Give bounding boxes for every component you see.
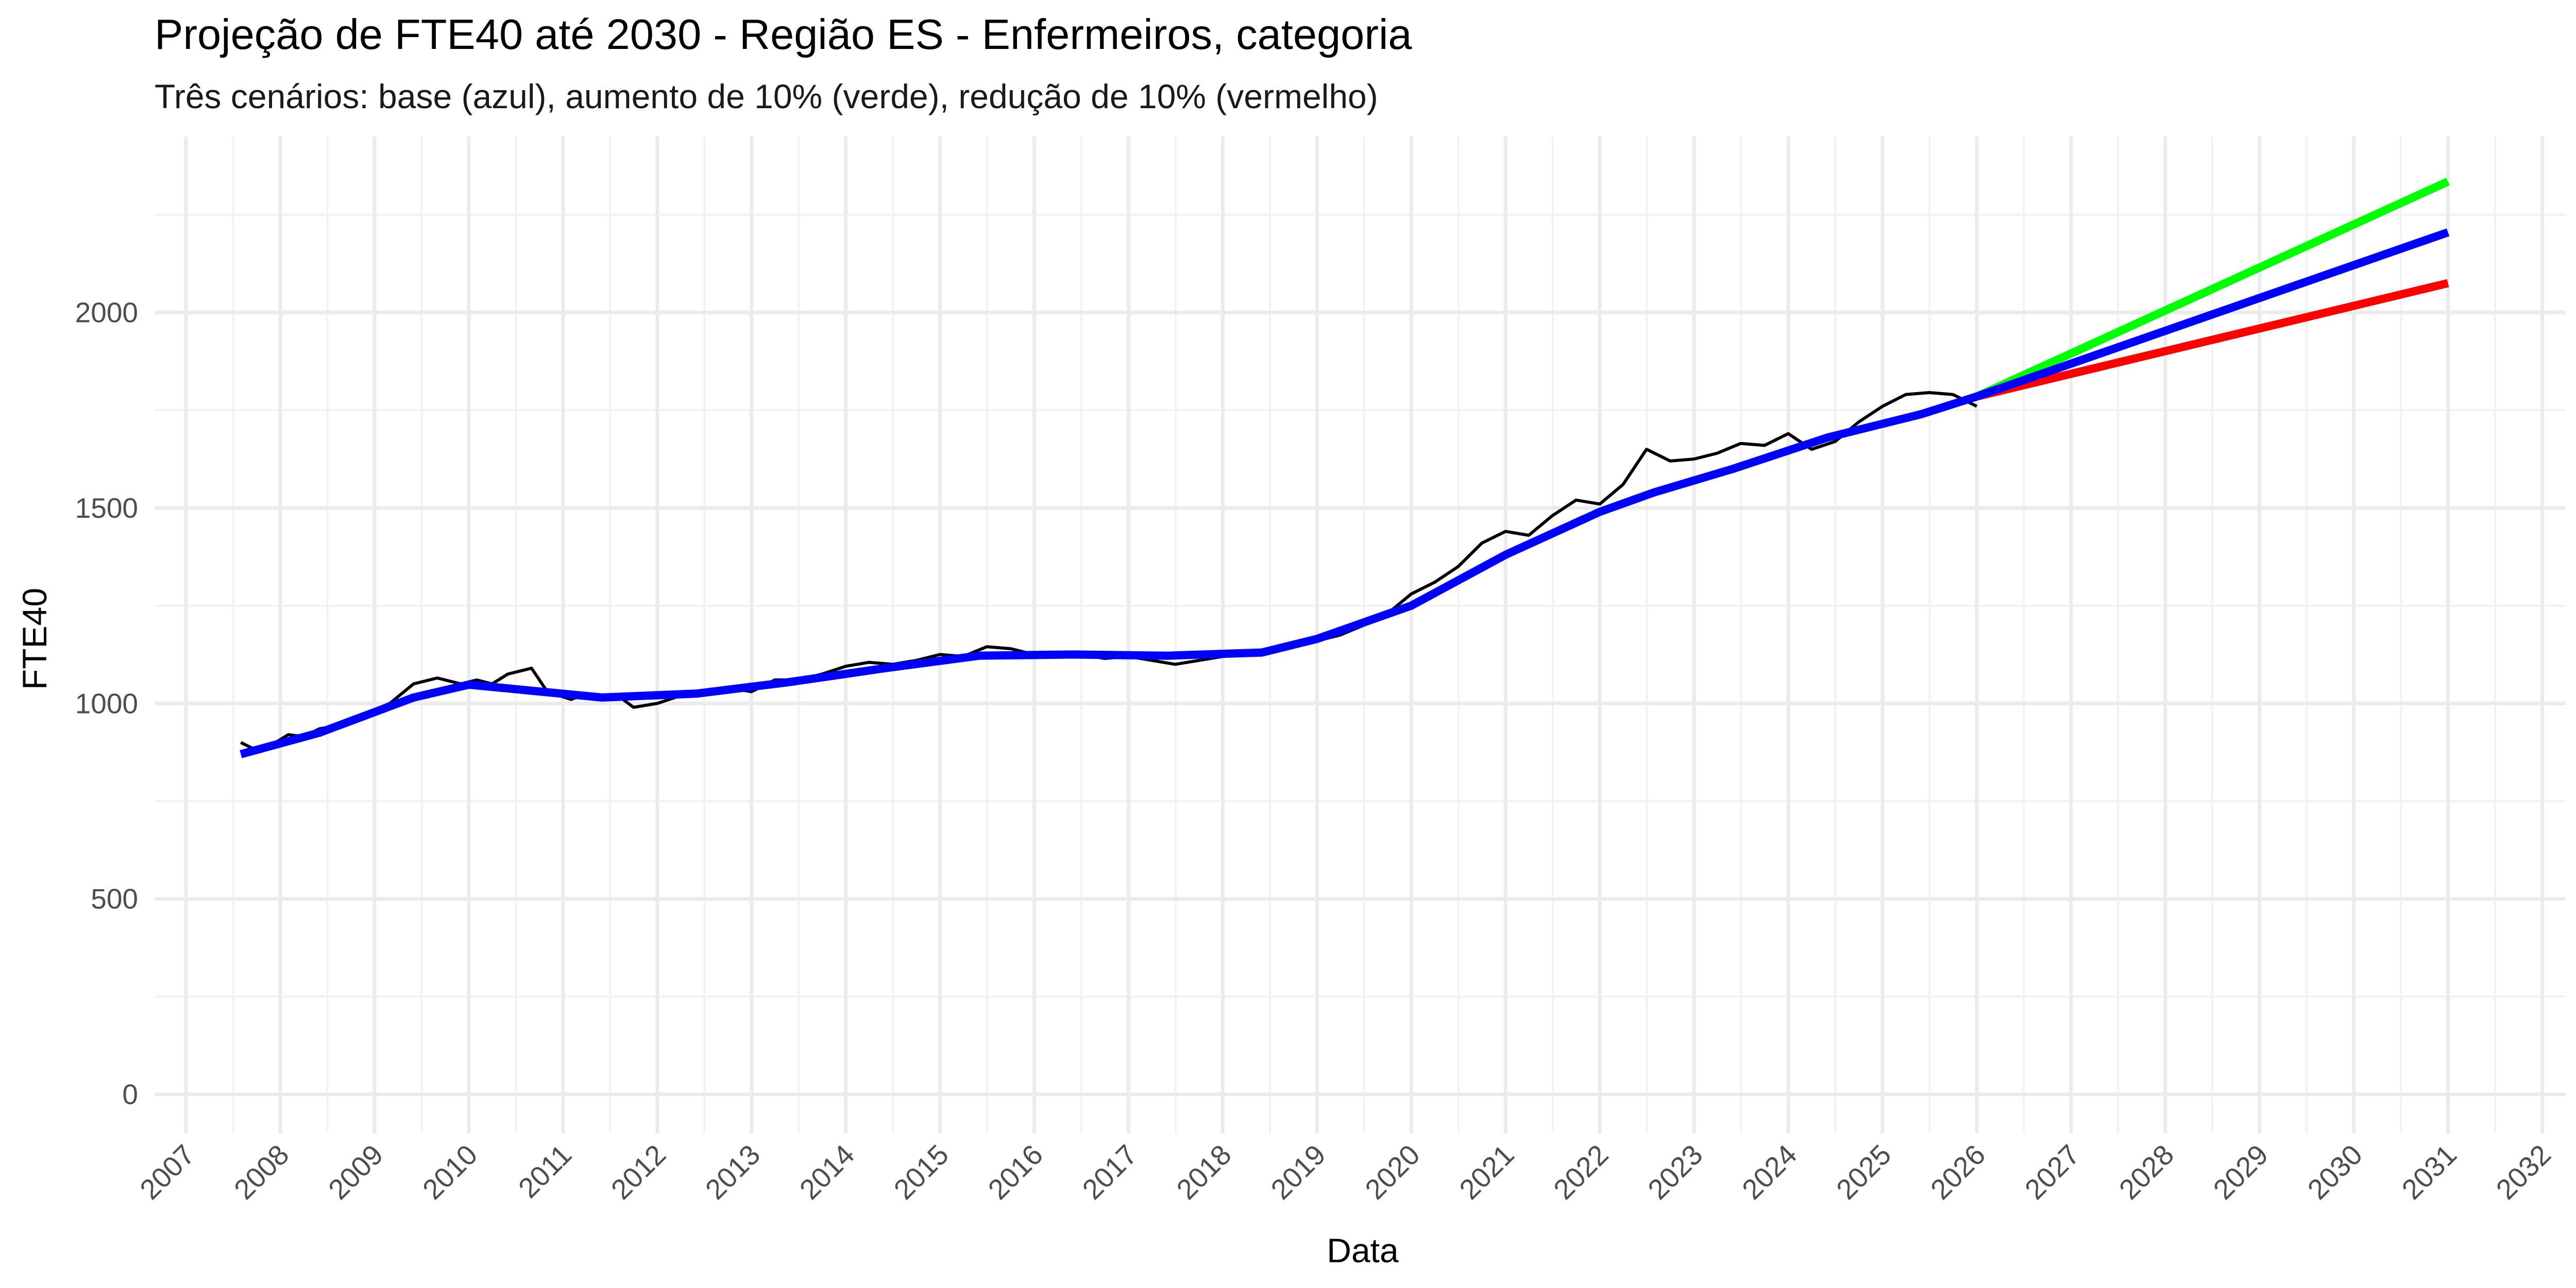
y-tick-label: 1000: [75, 687, 138, 719]
y-tick-label: 2000: [75, 296, 138, 328]
chart-title: Projeção de FTE40 até 2030 - Região ES -…: [155, 10, 1412, 58]
chart-subtitle: Três cenários: base (azul), aumento de 1…: [155, 77, 1378, 115]
y-tick-label: 1500: [75, 492, 138, 524]
y-tick-label: 500: [91, 883, 138, 915]
series-layer: [240, 178, 2450, 758]
x-axis-title: Data: [1327, 1231, 1399, 1269]
series-line-2: [1975, 178, 2450, 400]
y-tick-labels: 0 500 1000 1500 2000: [75, 296, 138, 1110]
grid-minor: [155, 137, 2566, 1133]
y-axis-title: FTE40: [15, 588, 54, 690]
y-tick-label: 0: [122, 1078, 138, 1110]
series-line-4: [240, 228, 2450, 758]
series-line-3: [1976, 279, 2449, 401]
